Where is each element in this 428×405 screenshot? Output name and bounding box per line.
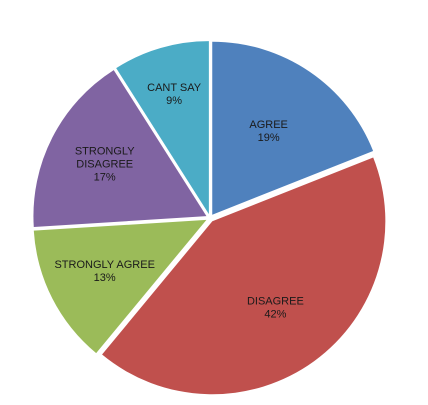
pie-slice-strongly-disagree: [33, 70, 207, 228]
data-label-name-strongly-agree: STRONGLY AGREE: [54, 259, 154, 271]
pie-slice-strongly-agree: [33, 219, 207, 354]
data-label-percent-strongly-disagree: 17%: [94, 171, 116, 183]
data-label-percent-disagree: 42%: [264, 308, 286, 320]
data-label-name-strongly-disagree: STRONGLY: [75, 145, 135, 157]
data-label-name-agree: AGREE: [249, 119, 288, 131]
data-label-percent-strongly-agree: 13%: [94, 272, 116, 284]
pie-slice-agree: [212, 41, 374, 215]
data-label-name-strongly-disagree: DISAGREE: [76, 158, 133, 170]
data-label-name-cant-say: CANT SAY: [147, 82, 202, 94]
pie-slices: [33, 41, 386, 395]
pie-slice-disagree: [102, 157, 386, 395]
pie-slice-cant-say: [116, 41, 209, 215]
data-label-percent-agree: 19%: [258, 132, 280, 144]
data-label-percent-cant-say: 9%: [166, 95, 182, 107]
data-label-name-disagree: DISAGREE: [247, 295, 304, 307]
